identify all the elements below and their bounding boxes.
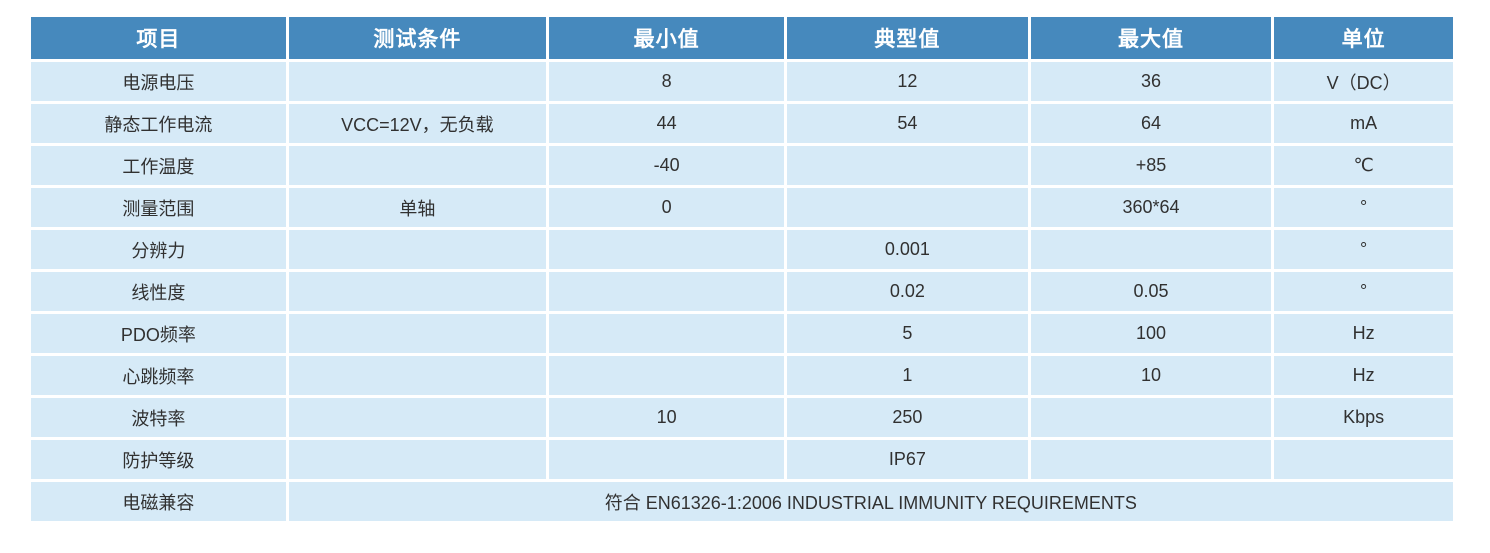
cell-typical: 54 xyxy=(787,104,1028,143)
cell-unit: mA xyxy=(1274,104,1453,143)
cell-condition xyxy=(288,314,547,353)
cell-min: 8 xyxy=(549,62,785,101)
table-row: 心跳频率 1 10 Hz xyxy=(31,356,1453,395)
col-header-max: 最大值 xyxy=(1030,17,1272,59)
cell-unit: V（DC） xyxy=(1274,62,1453,101)
cell-unit: ° xyxy=(1274,272,1453,311)
cell-unit: Hz xyxy=(1274,314,1453,353)
cell-condition: 单轴 xyxy=(288,188,547,227)
table-row: 线性度 0.02 0.05 ° xyxy=(31,272,1453,311)
table-row: 波特率 10 250 Kbps xyxy=(31,398,1453,437)
cell-unit: Kbps xyxy=(1274,398,1453,437)
cell-item: PDO频率 xyxy=(31,314,286,353)
cell-unit: ° xyxy=(1274,188,1453,227)
cell-item: 测量范围 xyxy=(31,188,286,227)
cell-min xyxy=(549,272,785,311)
col-header-item: 项目 xyxy=(31,17,286,59)
cell-typical xyxy=(787,146,1028,185)
cell-max: +85 xyxy=(1030,146,1272,185)
cell-unit: ℃ xyxy=(1274,146,1453,185)
cell-max: 100 xyxy=(1030,314,1272,353)
cell-min: -40 xyxy=(549,146,785,185)
cell-condition xyxy=(288,230,547,269)
cell-condition xyxy=(288,272,547,311)
cell-min: 0 xyxy=(549,188,785,227)
table-row: 分辨力 0.001 ° xyxy=(31,230,1453,269)
cell-emc-value: 符合 EN61326-1:2006 INDUSTRIAL IMMUNITY RE… xyxy=(288,482,1453,521)
cell-max: 64 xyxy=(1030,104,1272,143)
cell-max: 0.05 xyxy=(1030,272,1272,311)
table-row: 测量范围 单轴 0 360*64 ° xyxy=(31,188,1453,227)
col-header-min: 最小值 xyxy=(549,17,785,59)
cell-condition xyxy=(288,398,547,437)
cell-item: 分辨力 xyxy=(31,230,286,269)
cell-typical: 12 xyxy=(787,62,1028,101)
cell-typical: 0.001 xyxy=(787,230,1028,269)
table-row-emc: 电磁兼容 符合 EN61326-1:2006 INDUSTRIAL IMMUNI… xyxy=(31,482,1453,521)
cell-typical: 0.02 xyxy=(787,272,1028,311)
col-header-condition: 测试条件 xyxy=(288,17,547,59)
cell-item: 工作温度 xyxy=(31,146,286,185)
cell-max: 360*64 xyxy=(1030,188,1272,227)
cell-typical xyxy=(787,188,1028,227)
cell-item: 电源电压 xyxy=(31,62,286,101)
cell-typical: 1 xyxy=(787,356,1028,395)
cell-item: 线性度 xyxy=(31,272,286,311)
cell-min xyxy=(549,440,785,479)
cell-unit xyxy=(1274,440,1453,479)
cell-condition xyxy=(288,62,547,101)
cell-max: 36 xyxy=(1030,62,1272,101)
cell-max xyxy=(1030,398,1272,437)
cell-item: 心跳频率 xyxy=(31,356,286,395)
cell-min xyxy=(549,356,785,395)
cell-min xyxy=(549,230,785,269)
spec-table: 项目 测试条件 最小值 典型值 最大值 单位 电源电压 8 12 36 V（DC… xyxy=(28,14,1456,524)
cell-unit: ° xyxy=(1274,230,1453,269)
table-row: 静态工作电流 VCC=12V，无负载 44 54 64 mA xyxy=(31,104,1453,143)
cell-item: 电磁兼容 xyxy=(31,482,286,521)
col-header-typical: 典型值 xyxy=(787,17,1028,59)
cell-item: 波特率 xyxy=(31,398,286,437)
cell-condition: VCC=12V，无负载 xyxy=(288,104,547,143)
table-row: 工作温度 -40 +85 ℃ xyxy=(31,146,1453,185)
cell-max: 10 xyxy=(1030,356,1272,395)
cell-unit: Hz xyxy=(1274,356,1453,395)
cell-typical: 250 xyxy=(787,398,1028,437)
cell-min xyxy=(549,314,785,353)
cell-condition xyxy=(288,146,547,185)
spec-table-header: 项目 测试条件 最小值 典型值 最大值 单位 xyxy=(31,17,1453,59)
table-row: 电源电压 8 12 36 V（DC） xyxy=(31,62,1453,101)
table-row: 防护等级 IP67 xyxy=(31,440,1453,479)
header-row: 项目 测试条件 最小值 典型值 最大值 单位 xyxy=(31,17,1453,59)
cell-typical: 5 xyxy=(787,314,1028,353)
cell-min: 10 xyxy=(549,398,785,437)
table-row: PDO频率 5 100 Hz xyxy=(31,314,1453,353)
col-header-unit: 单位 xyxy=(1274,17,1453,59)
cell-item: 静态工作电流 xyxy=(31,104,286,143)
spec-table-container: 项目 测试条件 最小值 典型值 最大值 单位 电源电压 8 12 36 V（DC… xyxy=(28,14,1456,524)
cell-max xyxy=(1030,230,1272,269)
cell-condition xyxy=(288,440,547,479)
cell-condition xyxy=(288,356,547,395)
cell-max xyxy=(1030,440,1272,479)
cell-item: 防护等级 xyxy=(31,440,286,479)
cell-min: 44 xyxy=(549,104,785,143)
spec-table-body: 电源电压 8 12 36 V（DC） 静态工作电流 VCC=12V，无负载 44… xyxy=(31,62,1453,521)
cell-typical: IP67 xyxy=(787,440,1028,479)
